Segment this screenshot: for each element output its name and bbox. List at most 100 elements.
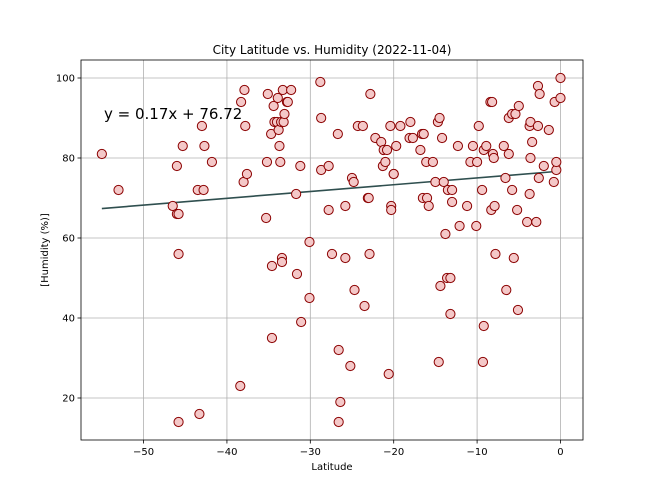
data-point xyxy=(340,200,351,212)
data-point xyxy=(500,172,511,184)
data-point xyxy=(296,316,307,328)
data-point xyxy=(427,156,439,168)
data-point xyxy=(365,88,376,100)
data-point xyxy=(385,120,396,132)
data-point xyxy=(471,220,482,232)
data-point xyxy=(555,72,566,84)
data-point xyxy=(335,396,346,408)
y-tick-label: 40 xyxy=(62,314,75,325)
grid-lines xyxy=(81,60,583,440)
data-point xyxy=(340,252,351,264)
data-point xyxy=(543,124,554,136)
data-point xyxy=(512,204,523,216)
data-point xyxy=(430,176,441,188)
regression-line xyxy=(101,170,561,210)
data-point xyxy=(266,332,278,344)
data-point xyxy=(276,256,288,268)
data-point xyxy=(326,248,338,260)
data-point xyxy=(333,344,344,356)
x-tick-label: −50 xyxy=(133,447,154,458)
data-point xyxy=(489,200,500,212)
data-point xyxy=(261,156,273,168)
data-point xyxy=(323,160,334,172)
data-point xyxy=(173,416,184,428)
x-tick-label: −10 xyxy=(467,447,488,458)
x-tick-label: −40 xyxy=(216,447,237,458)
data-point xyxy=(277,84,288,96)
data-point xyxy=(333,416,344,428)
data-point xyxy=(291,188,302,200)
data-point xyxy=(316,112,327,124)
data-point xyxy=(286,84,297,96)
data-point xyxy=(538,160,549,172)
data-point xyxy=(381,144,393,156)
data-point xyxy=(295,160,306,172)
axis-ticks: −50 −40 −30 −20 −10 0 20 40 60 80 100 xyxy=(56,74,564,459)
data-point xyxy=(532,120,544,132)
data-point xyxy=(261,212,272,224)
data-point xyxy=(386,204,397,216)
data-point xyxy=(405,116,416,128)
data-point xyxy=(473,120,484,132)
data-point xyxy=(332,128,343,140)
data-point xyxy=(512,304,524,316)
data-point xyxy=(266,260,278,272)
data-point xyxy=(235,380,246,392)
data-point xyxy=(522,216,533,228)
data-point xyxy=(503,148,514,160)
data-point xyxy=(113,184,124,196)
regression-line-layer xyxy=(101,170,561,210)
data-point xyxy=(359,300,370,312)
data-point xyxy=(291,268,303,280)
data-point xyxy=(272,92,283,104)
data-point xyxy=(454,220,465,232)
data-point xyxy=(173,248,184,260)
data-point xyxy=(435,280,446,292)
plot-area-frame xyxy=(80,59,584,441)
data-point xyxy=(274,140,285,152)
data-point xyxy=(471,156,483,168)
data-point xyxy=(525,152,536,164)
data-point xyxy=(452,140,464,152)
data-point xyxy=(461,200,473,212)
chart-title: City Latitude vs. Humidity (2022-11-04) xyxy=(213,43,452,57)
data-point xyxy=(199,140,210,152)
data-point xyxy=(418,128,429,140)
data-point xyxy=(446,184,458,196)
y-axis-label: [Humidity (%)] xyxy=(40,213,51,287)
x-axis-label: Latitude xyxy=(311,462,352,473)
data-point xyxy=(434,112,445,124)
data-point xyxy=(348,176,359,188)
data-point xyxy=(198,184,209,196)
x-tick-label: 0 xyxy=(557,447,563,458)
data-point xyxy=(527,136,538,148)
y-tick-label: 100 xyxy=(56,74,75,85)
data-point xyxy=(380,156,391,168)
data-point xyxy=(391,140,402,152)
data-point xyxy=(476,184,488,196)
data-point xyxy=(446,196,458,208)
x-tick-label: −20 xyxy=(383,447,404,458)
data-point xyxy=(268,100,279,112)
data-point xyxy=(445,272,456,284)
data-point xyxy=(524,188,535,200)
data-point xyxy=(440,228,451,240)
data-point xyxy=(239,84,250,96)
data-point xyxy=(279,108,290,120)
data-point xyxy=(488,152,499,164)
data-point xyxy=(555,92,566,104)
data-point xyxy=(206,156,218,168)
data-point xyxy=(240,120,251,132)
data-point xyxy=(438,176,449,188)
y-tick-label: 20 xyxy=(62,394,75,405)
data-point xyxy=(548,176,559,188)
data-point xyxy=(513,100,524,112)
data-point xyxy=(275,156,286,168)
data-point xyxy=(345,360,356,372)
y-tick-label: 60 xyxy=(62,234,75,245)
data-point xyxy=(171,160,182,172)
data-point xyxy=(96,148,107,160)
data-point xyxy=(282,96,293,108)
data-point xyxy=(478,320,489,332)
data-point xyxy=(363,192,374,204)
